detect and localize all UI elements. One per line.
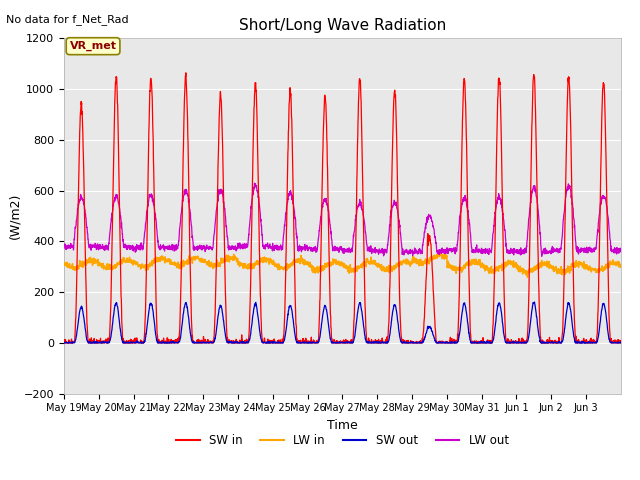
Text: VR_met: VR_met [70,41,116,51]
Title: Short/Long Wave Radiation: Short/Long Wave Radiation [239,18,446,33]
Legend: SW in, LW in, SW out, LW out: SW in, LW in, SW out, LW out [172,429,513,452]
Y-axis label: (W/m2): (W/m2) [8,193,21,239]
Text: No data for f_Net_Rad: No data for f_Net_Rad [6,14,129,25]
X-axis label: Time: Time [327,419,358,432]
